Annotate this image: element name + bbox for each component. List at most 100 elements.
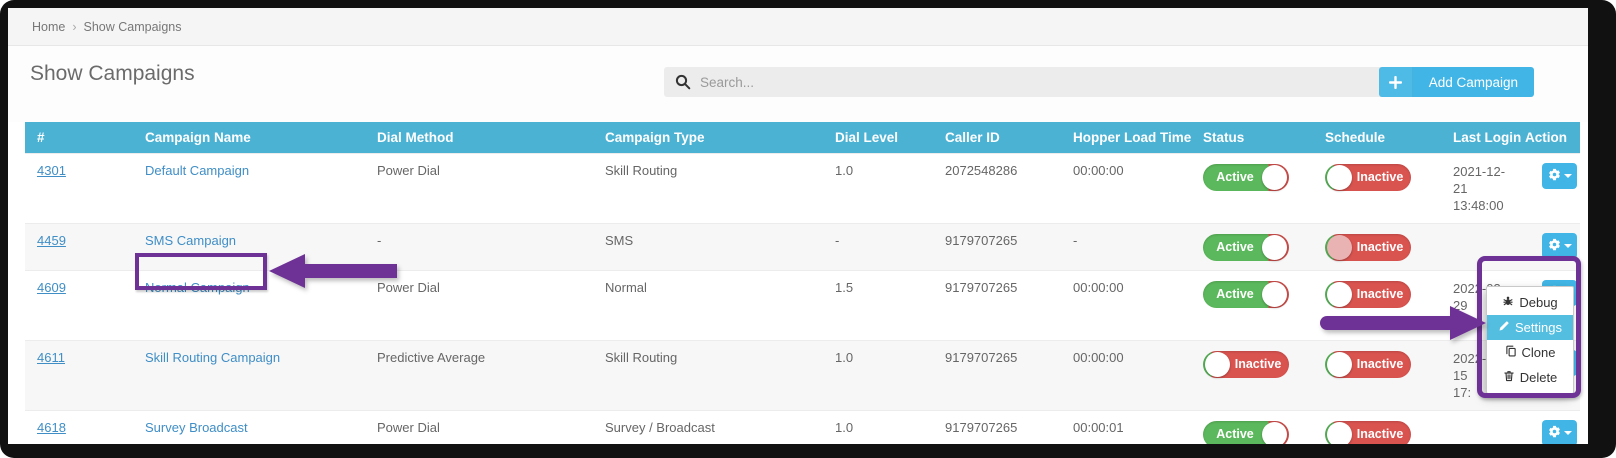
column-header-schedule: Schedule: [1313, 122, 1441, 154]
column-header-campaign-type: Campaign Type: [593, 122, 823, 154]
column-header-caller-id: Caller ID: [933, 122, 1061, 154]
cell-dial-method: Predictive Average: [365, 340, 593, 411]
schedule-toggle[interactable]: Inactive: [1325, 164, 1411, 191]
schedule-toggle-knob: [1327, 165, 1352, 190]
cell-dial-level: 1.0: [823, 153, 933, 224]
pencil-icon: [1498, 320, 1510, 335]
cell-schedule: Inactive: [1313, 223, 1441, 271]
action-menu-item-debug[interactable]: Debug: [1487, 290, 1573, 315]
schedule-toggle-label: Inactive: [1356, 287, 1404, 301]
action-dropdown-menu: Debug Settings Clone Delete: [1486, 286, 1574, 394]
status-toggle-label: Active: [1216, 287, 1254, 301]
status-toggle[interactable]: Active: [1203, 281, 1289, 308]
cell-last-login: [1441, 410, 1513, 444]
campaign-name-link[interactable]: Survey Broadcast: [145, 420, 248, 435]
gear-icon: [1548, 168, 1561, 184]
gear-icon: [1548, 238, 1561, 254]
campaign-name-link[interactable]: Skill Routing Campaign: [145, 350, 281, 365]
search-icon: [675, 74, 691, 90]
cell-status: Inactive: [1191, 340, 1313, 411]
cell-schedule: Inactive: [1313, 340, 1441, 411]
cell-campaign-type: Normal: [593, 270, 823, 341]
schedule-toggle-label: Inactive: [1356, 427, 1404, 441]
cell-hopper-load-time: 00:00:00: [1061, 270, 1191, 341]
cell-action: [1513, 223, 1580, 271]
schedule-toggle-knob: [1327, 235, 1352, 260]
schedule-toggle[interactable]: Inactive: [1325, 234, 1411, 261]
cell-schedule: Inactive: [1313, 153, 1441, 224]
status-toggle-knob: [1262, 422, 1287, 444]
status-toggle[interactable]: Active: [1203, 421, 1289, 444]
breadcrumb-separator: ›: [72, 20, 77, 34]
column-header-dial-level: Dial Level: [823, 122, 933, 154]
annotation-box-action-menu: [1477, 256, 1581, 398]
cell-caller-id: 9179707265: [933, 270, 1061, 341]
search-box: [664, 67, 1394, 97]
status-toggle[interactable]: Active: [1203, 234, 1289, 261]
bug-icon: [1502, 295, 1514, 310]
cell-dial-method: Power Dial: [365, 410, 593, 444]
gear-icon: [1548, 425, 1561, 441]
campaign-id-link[interactable]: 4301: [37, 163, 66, 178]
cell-caller-id: 9179707265: [933, 410, 1061, 444]
campaign-id-link[interactable]: 4459: [37, 233, 66, 248]
cell-caller-id: 2072548286: [933, 153, 1061, 224]
add-campaign-label: Add Campaign: [1428, 74, 1518, 90]
campaign-id-link[interactable]: 4611: [37, 350, 65, 365]
caret-down-icon: [1563, 174, 1572, 178]
cell-campaign-name: Normal Campaign: [133, 270, 365, 341]
cell-campaign-type: Skill Routing: [593, 153, 823, 224]
annotation-arrow-normal-campaign: [269, 254, 397, 288]
action-menu-item-settings[interactable]: Settings: [1487, 315, 1573, 340]
cell-schedule: Inactive: [1313, 410, 1441, 444]
cell-status: Active: [1191, 153, 1313, 224]
schedule-toggle[interactable]: Inactive: [1325, 421, 1411, 444]
cell-campaign-name: Survey Broadcast: [133, 410, 365, 444]
table-row: 4459 SMS Campaign - SMS - 9179707265 - A…: [25, 223, 1580, 271]
schedule-toggle[interactable]: Inactive: [1325, 281, 1411, 308]
breadcrumb-current: Show Campaigns: [83, 20, 182, 34]
status-toggle-knob: [1262, 235, 1287, 260]
cell-campaign-type: Survey / Broadcast: [593, 410, 823, 444]
cell-hopper-load-time: 00:00:00: [1061, 340, 1191, 411]
page-header: Show Campaigns Add Campaign: [8, 46, 1588, 122]
campaign-name-link[interactable]: SMS Campaign: [145, 233, 237, 248]
caret-down-icon: [1563, 244, 1572, 248]
cell-caller-id: 9179707265: [933, 340, 1061, 411]
action-menu-item-clone[interactable]: Clone: [1487, 340, 1573, 365]
table-row: 4618 Survey Broadcast Power Dial Survey …: [25, 410, 1580, 444]
row-actions-button[interactable]: [1542, 420, 1577, 444]
table-header: # Campaign Name Dial Method Campaign Type Di…: [25, 122, 1580, 154]
schedule-toggle-label: Inactive: [1356, 240, 1404, 254]
schedule-toggle[interactable]: Inactive: [1325, 351, 1411, 378]
column-header-dial-method: Dial Method: [365, 122, 593, 154]
campaign-id-link[interactable]: 4609: [37, 280, 66, 295]
clone-icon: [1505, 345, 1517, 360]
cell-campaign-name: Skill Routing Campaign: [133, 340, 365, 411]
search-input[interactable]: [664, 67, 1394, 97]
campaigns-table: # Campaign Name Dial Method Campaign Type Di…: [25, 122, 1580, 444]
cell-campaign-id: 4611: [25, 340, 133, 411]
breadcrumb: Home › Show Campaigns: [8, 8, 1588, 46]
row-actions-button[interactable]: [1542, 233, 1577, 259]
row-actions-button[interactable]: [1542, 163, 1577, 189]
campaign-name-link[interactable]: Default Campaign: [145, 163, 250, 178]
add-campaign-button[interactable]: Add Campaign: [1378, 67, 1534, 97]
status-toggle[interactable]: Inactive: [1203, 351, 1289, 378]
column-header-campaign-name: Campaign Name: [133, 122, 365, 154]
annotation-box-normal-campaign: [135, 253, 267, 290]
cell-dial-method: Power Dial: [365, 270, 593, 341]
cell-dial-method: Power Dial: [365, 153, 593, 224]
cell-campaign-id: 4609: [25, 270, 133, 341]
status-toggle[interactable]: Active: [1203, 164, 1289, 191]
status-toggle-knob: [1205, 352, 1230, 377]
campaign-id-link[interactable]: 4618: [37, 420, 66, 435]
cell-dial-level: -: [823, 223, 933, 271]
breadcrumb-home-link[interactable]: Home: [32, 20, 66, 34]
cell-campaign-type: Skill Routing: [593, 340, 823, 411]
action-menu-item-delete[interactable]: Delete: [1487, 365, 1573, 390]
status-toggle-knob: [1262, 282, 1287, 307]
schedule-toggle-knob: [1327, 422, 1352, 444]
table-row: 4301 Default Campaign Power Dial Skill R…: [25, 153, 1580, 224]
